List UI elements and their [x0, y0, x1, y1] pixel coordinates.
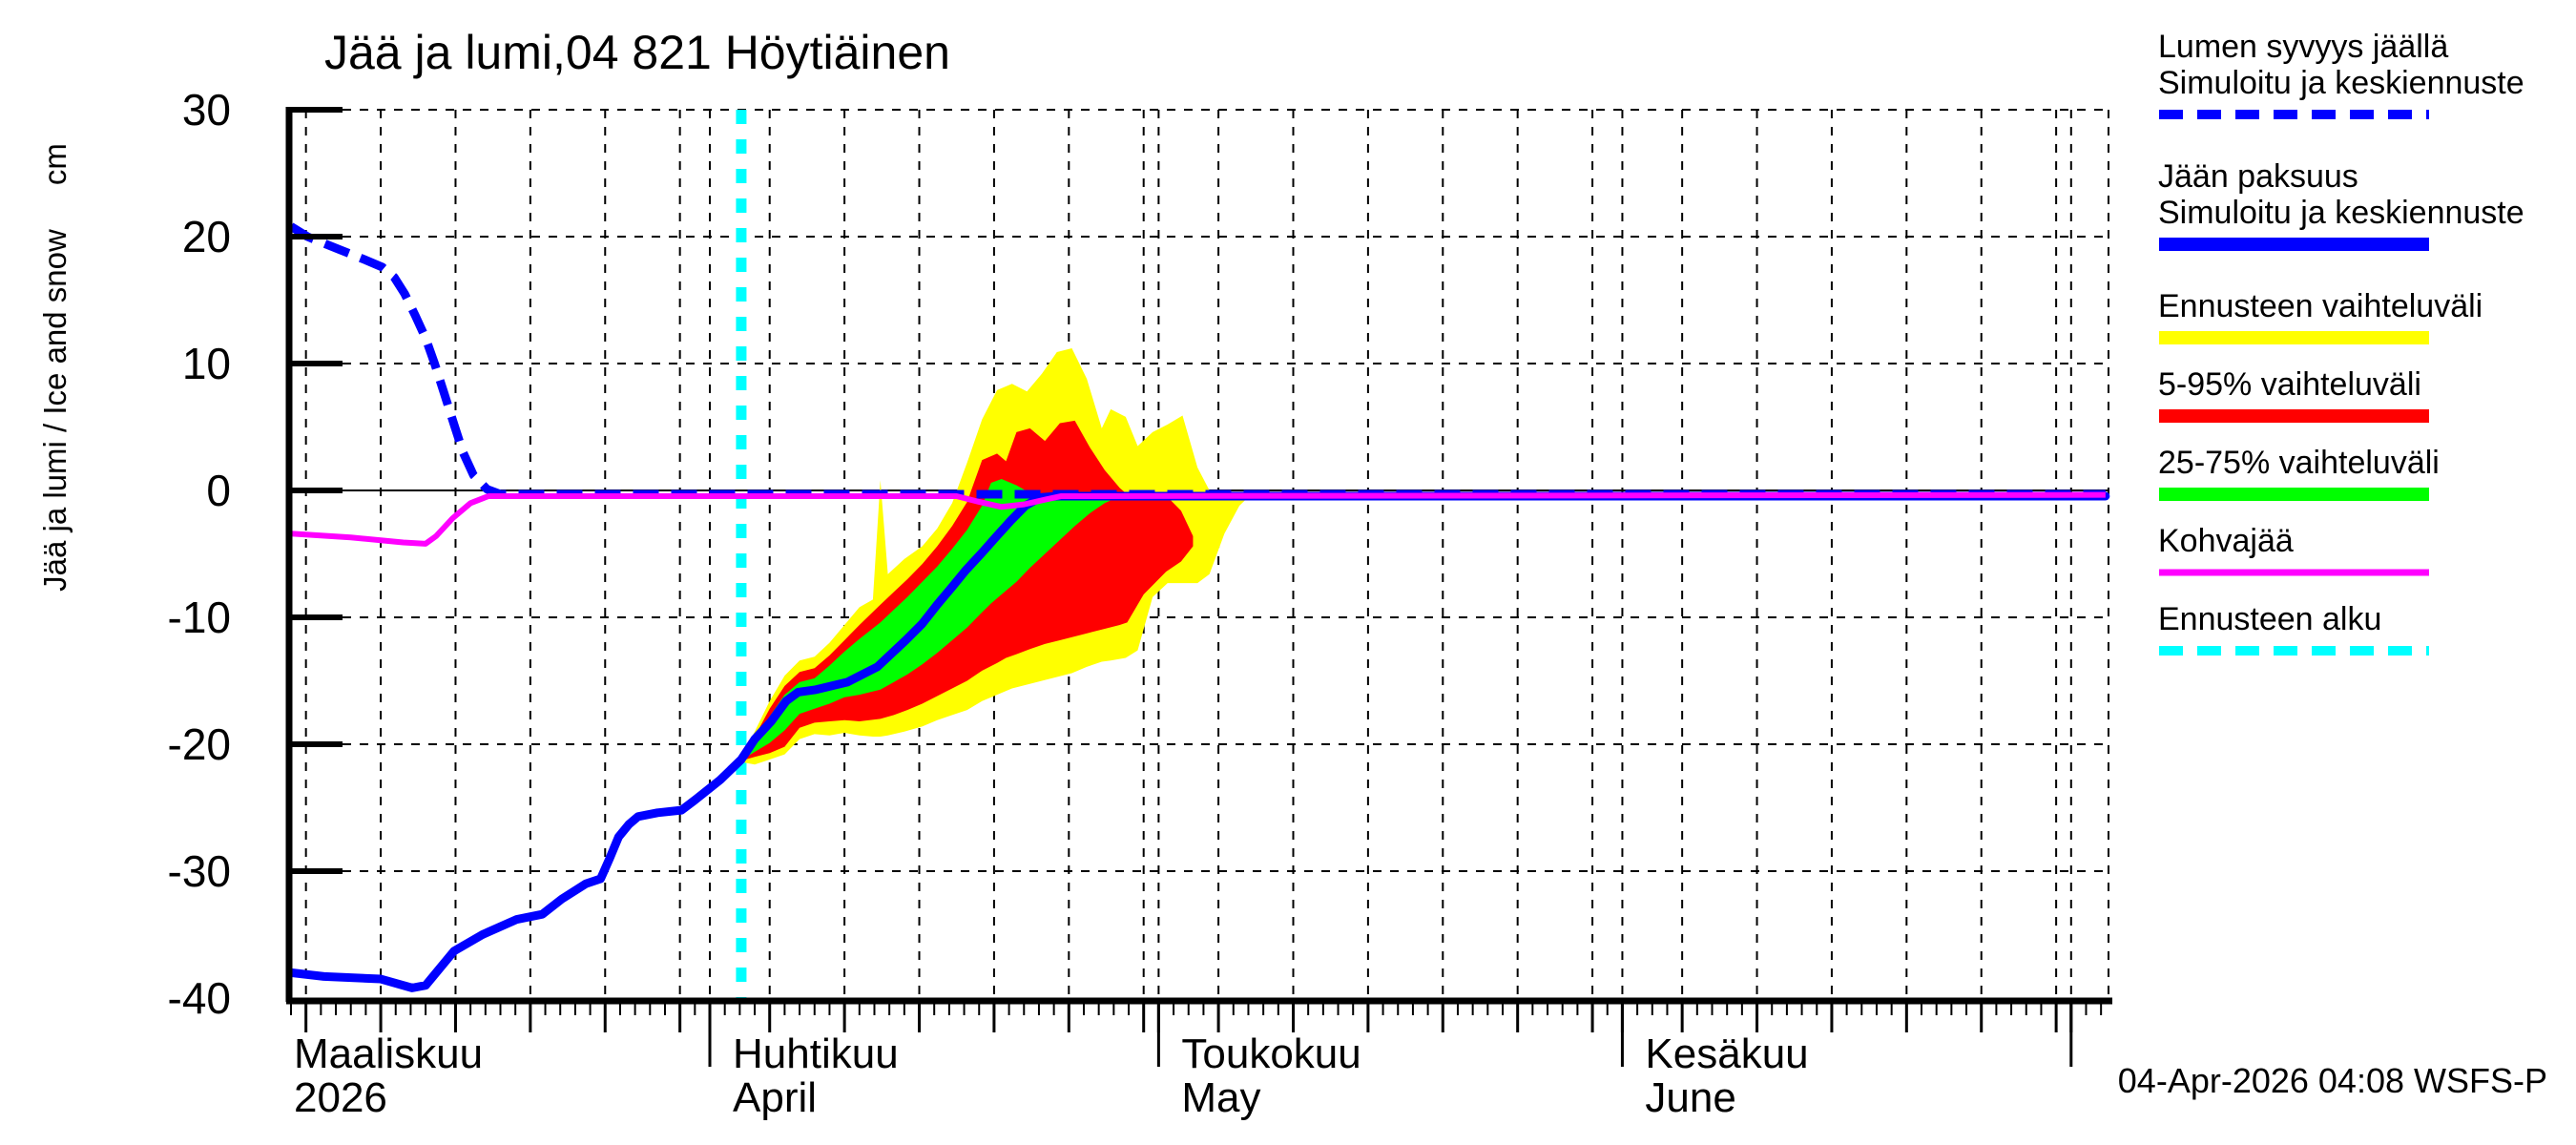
month-label-huhtikuu: Huhtikuu April	[733, 1032, 899, 1120]
month-label-toukokuu: Toukokuu May	[1181, 1032, 1361, 1120]
snow-depth-line	[288, 222, 2106, 499]
legend-label: Ennusteen alku	[2158, 601, 2382, 637]
month-label-maaliskuu: Maaliskuu 2026	[294, 1032, 483, 1120]
legend-entry: Ennusteen alku	[2158, 601, 2576, 658]
legend-line-sample-icon	[2159, 110, 2429, 119]
y-tick-label: -30	[167, 846, 231, 896]
kohvajaa-line	[290, 491, 2106, 547]
month-subname: May	[1181, 1074, 1261, 1121]
month-name: Toukokuu	[1181, 1030, 1361, 1077]
legend-entry: Kohvajää	[2158, 523, 2576, 580]
legend-label: Ennusteen vaihteluväli	[2158, 288, 2483, 324]
y-tick-label: 30	[181, 85, 231, 135]
month-subname: 2026	[294, 1074, 387, 1121]
legend-label: 25-75% vaihteluväli	[2158, 445, 2440, 481]
legend-line-sample-icon	[2159, 238, 2429, 251]
legend-line-sample-icon	[2159, 409, 2429, 423]
legend-label: 5-95% vaihteluväli	[2158, 366, 2421, 403]
legend-label: Kohvajää	[2158, 523, 2294, 559]
legend-label: Lumen syvyys jäällä	[2158, 29, 2449, 65]
y-tick-label: 10	[181, 339, 231, 388]
y-axis-unit: cm	[37, 143, 73, 186]
y-tick-label: 20	[181, 212, 231, 261]
legend-entry: Ennusteen vaihteluväli	[2158, 288, 2576, 345]
month-label-kesäkuu: Kesäkuu June	[1645, 1032, 1808, 1120]
y-tick-label: -40	[167, 973, 231, 1023]
legend-label: Simuloitu ja keskiennuste	[2158, 195, 2524, 231]
legend-line-sample-icon	[2159, 331, 2429, 344]
legend-line-sample-icon	[2159, 646, 2429, 656]
legend-line-sample-icon	[2159, 488, 2429, 501]
y-axis-label-text: Jää ja lumi / Ice and snow	[37, 229, 73, 592]
y-tick-label: 0	[206, 466, 231, 515]
ice-thickness-line	[286, 491, 2110, 992]
legend: Lumen syvyys jäällä Simuloitu ja keskienn…	[2158, 29, 2576, 679]
month-subname: June	[1645, 1074, 1736, 1121]
month-name: Kesäkuu	[1645, 1030, 1809, 1077]
month-subname: April	[733, 1074, 818, 1121]
legend-label: Jään paksuus	[2158, 158, 2358, 195]
y-tick-label: -10	[167, 593, 231, 642]
timestamp: 04-Apr-2026 04:08 WSFS-P	[2117, 1061, 2547, 1100]
legend-entry: Jään paksuus Simuloitu ja keskiennuste	[2158, 158, 2576, 252]
chart-title: Jää ja lumi,04 821 Höytiäinen	[324, 26, 950, 79]
legend-label: Simuloitu ja keskiennuste	[2158, 65, 2524, 101]
y-tick-label: -20	[167, 719, 231, 769]
legend-entry: Lumen syvyys jäällä Simuloitu ja keskienn…	[2158, 29, 2576, 122]
month-name: Maaliskuu	[294, 1030, 484, 1077]
month-name: Huhtikuu	[733, 1030, 899, 1077]
legend-entry: 25-75% vaihteluväli	[2158, 445, 2576, 502]
band-green-25-75	[740, 479, 1122, 760]
legend-entry: 5-95% vaihteluväli	[2158, 366, 2576, 424]
legend-line-sample-icon	[2159, 569, 2429, 576]
